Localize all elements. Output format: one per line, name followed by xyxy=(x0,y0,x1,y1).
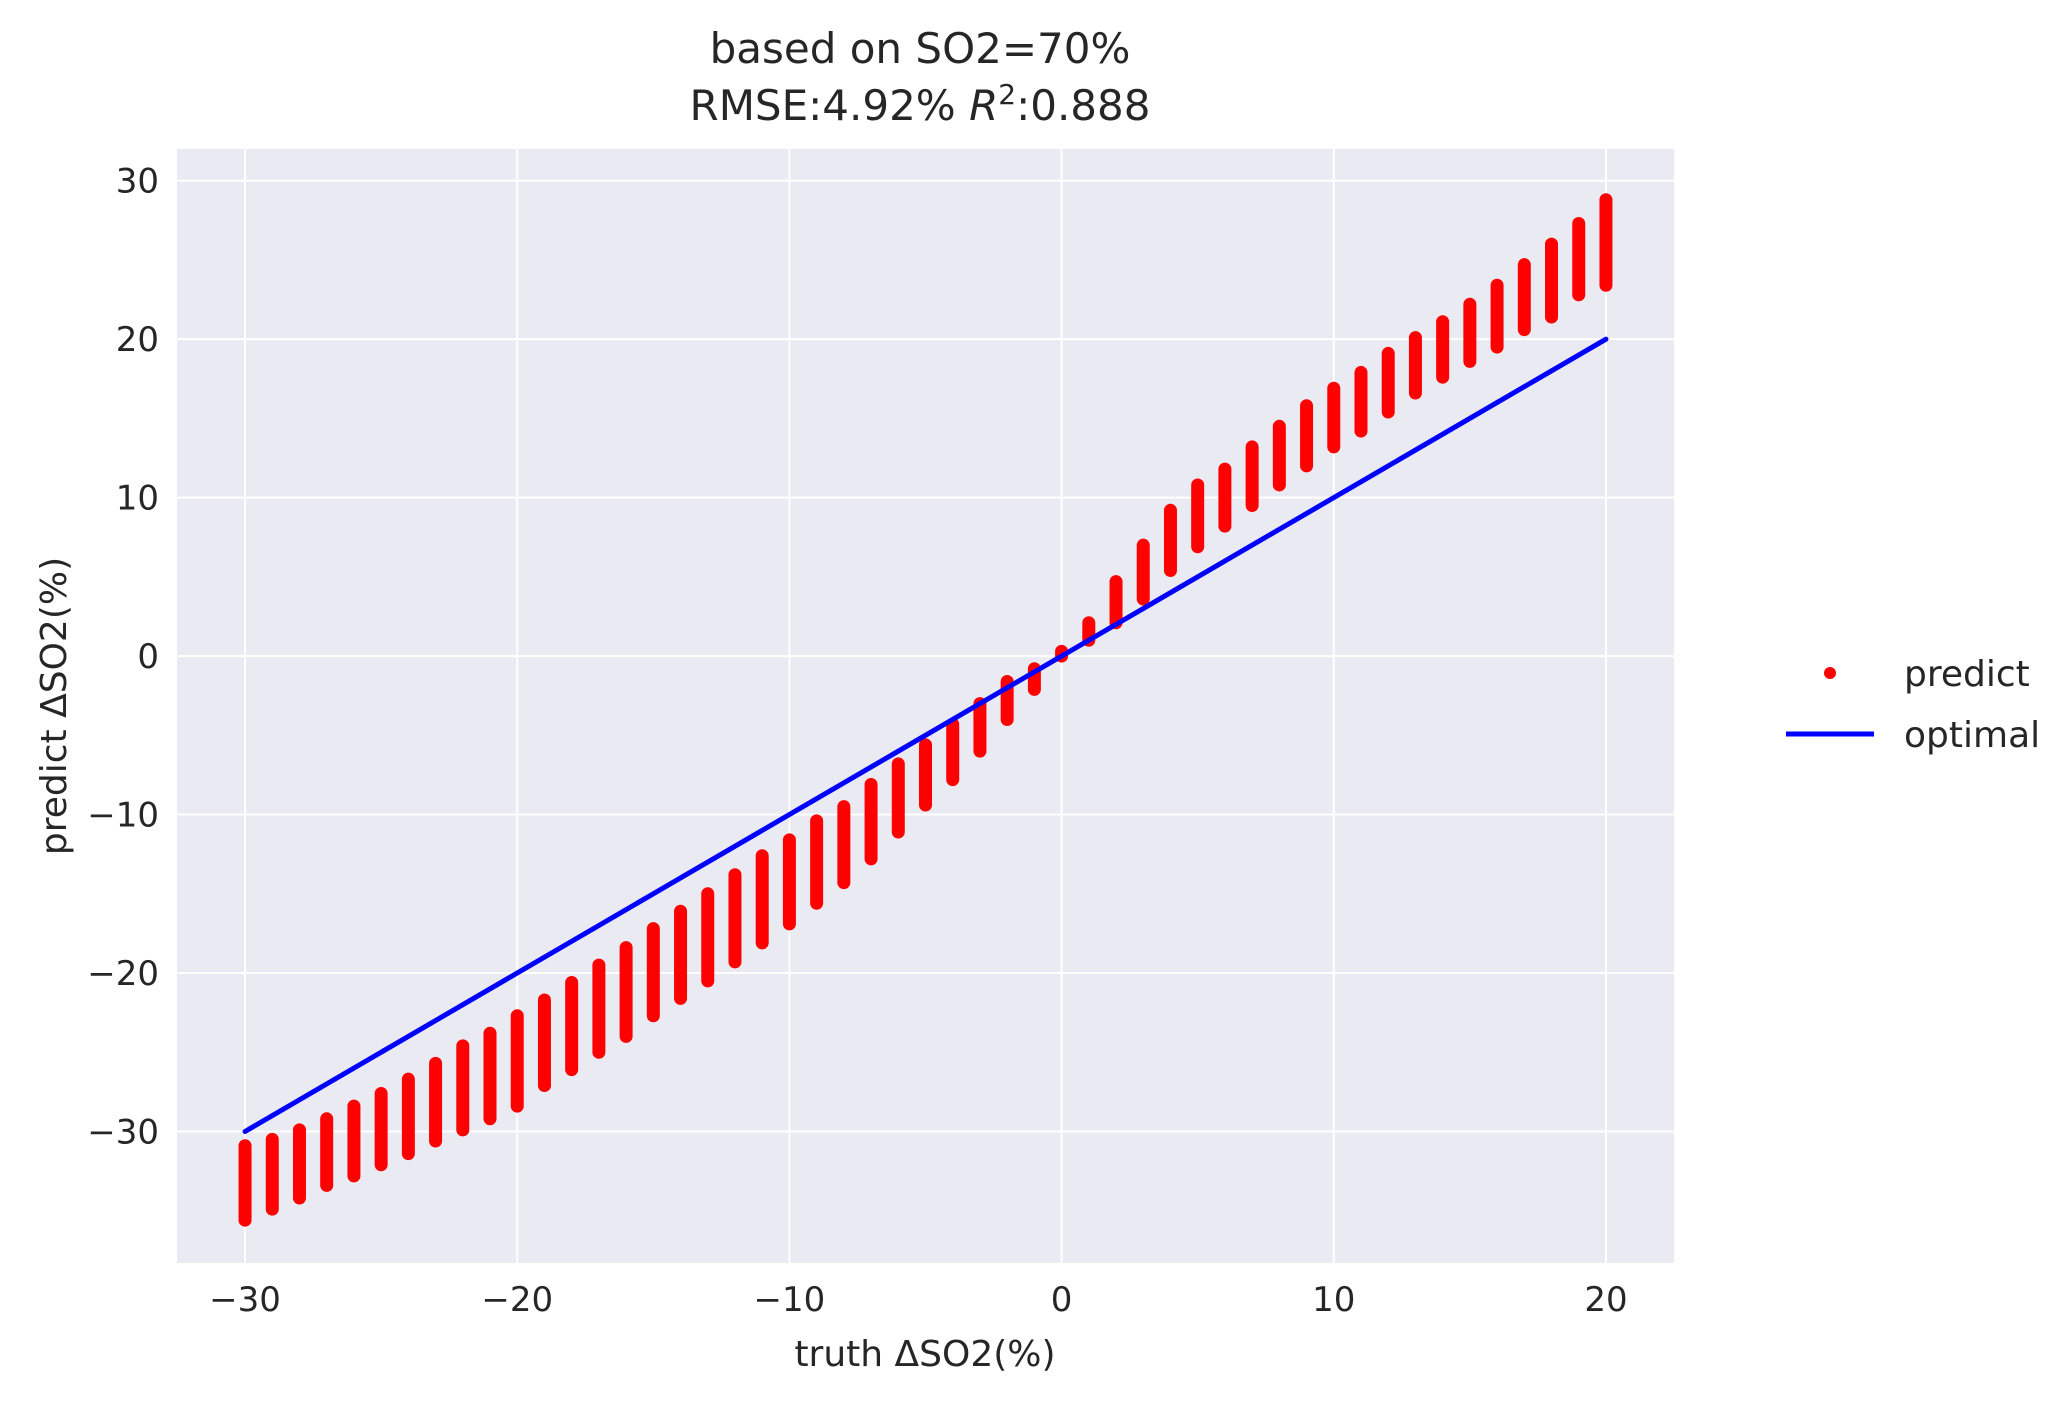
y-tick-labels: −30 −20 −10 0 10 20 30 xyxy=(87,162,159,1153)
grid xyxy=(177,149,1674,1263)
legend-predict-label: predict xyxy=(1904,654,2030,695)
x-axis-label: truth ΔSO2(%) xyxy=(794,1334,1055,1375)
chart-title-r2-value: :0.888 xyxy=(1016,81,1150,130)
chart-title-line1: based on SO2=70% xyxy=(710,24,1131,73)
predict-series xyxy=(238,193,1613,1227)
y-tick-label: −10 xyxy=(87,796,159,836)
x-tick-labels: −30 −20 −10 0 10 20 xyxy=(209,1280,1627,1320)
y-tick-label: 30 xyxy=(116,162,159,202)
chart-title-r: R xyxy=(969,81,998,130)
y-tick-label: 20 xyxy=(116,320,159,360)
legend-optimal-label: optimal xyxy=(1904,715,2040,756)
y-tick-label: 0 xyxy=(137,637,159,677)
legend: predict optimal xyxy=(1786,654,2040,756)
legend-predict-marker xyxy=(1824,667,1836,679)
y-tick-label: −20 xyxy=(87,954,159,994)
x-tick-label: −20 xyxy=(481,1280,553,1320)
y-tick-label: −30 xyxy=(87,1112,159,1152)
y-tick-label: 10 xyxy=(116,479,159,519)
chart-title-line2: RMSE:4.92% R2:0.888 xyxy=(690,78,1151,130)
x-tick-label: 20 xyxy=(1584,1280,1627,1320)
plot-area xyxy=(177,149,1674,1263)
chart-title-rmse: RMSE:4.92% xyxy=(690,81,970,130)
y-axis-label: predict ΔSO2(%) xyxy=(34,557,75,855)
x-tick-label: −30 xyxy=(209,1280,281,1320)
x-tick-label: 0 xyxy=(1051,1280,1073,1320)
optimal-line xyxy=(242,336,1609,1134)
x-tick-label: −10 xyxy=(754,1280,826,1320)
chart-title-r-superscript: 2 xyxy=(998,78,1016,111)
x-tick-label: 10 xyxy=(1312,1280,1355,1320)
